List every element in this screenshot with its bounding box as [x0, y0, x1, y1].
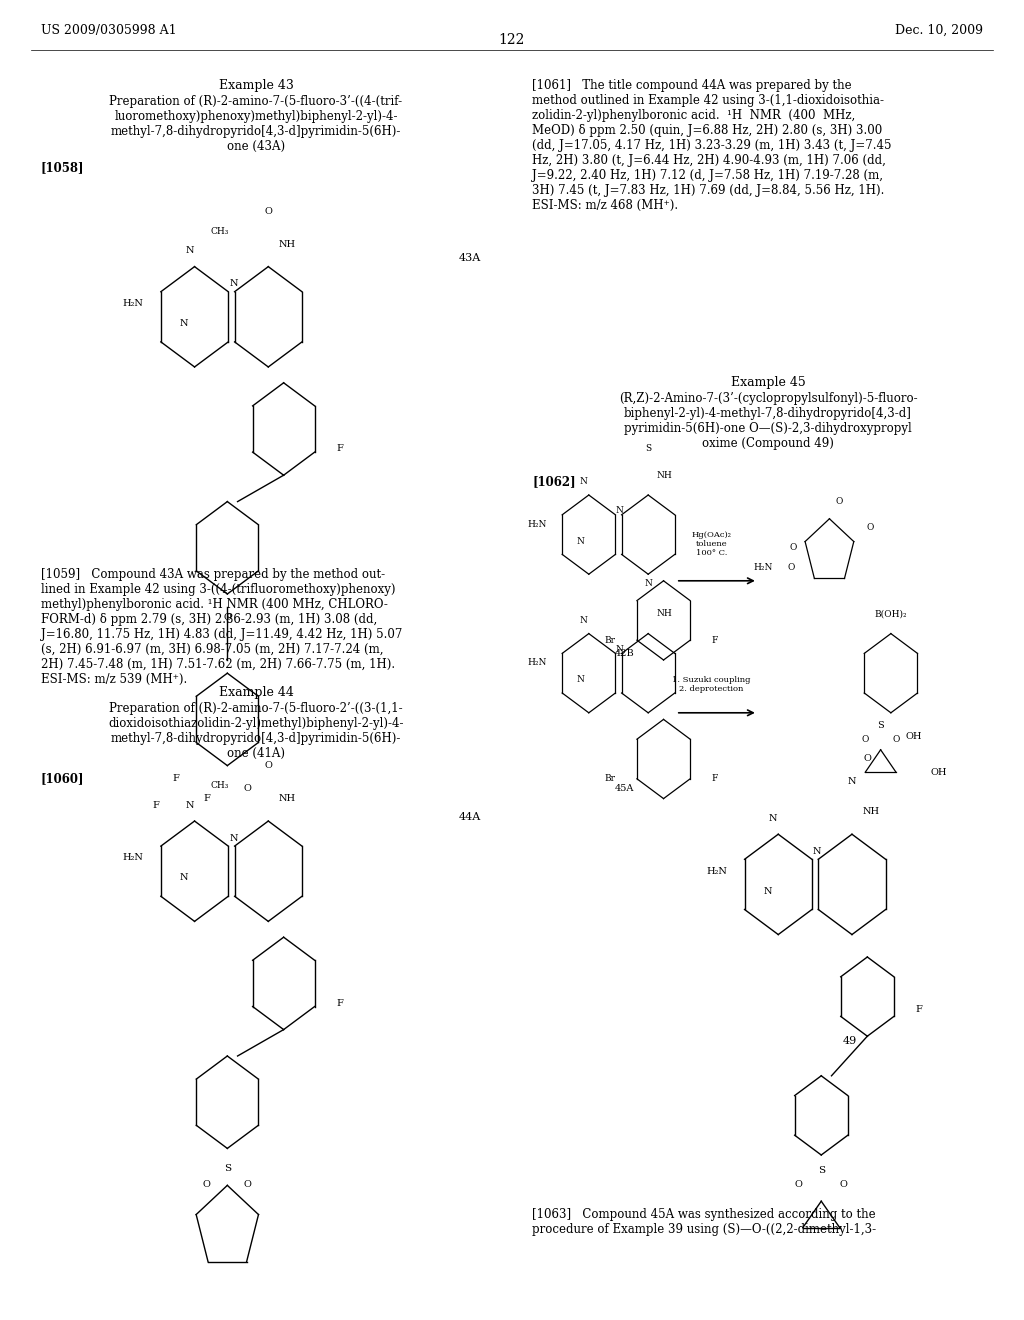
Text: NH: NH	[862, 808, 880, 816]
Text: O: O	[795, 1180, 803, 1188]
Text: CH₃: CH₃	[211, 781, 229, 789]
Text: F: F	[712, 775, 718, 783]
Text: 45A: 45A	[615, 784, 634, 793]
Text: O: O	[836, 498, 844, 506]
Text: F: F	[173, 775, 179, 783]
Text: [1060]: [1060]	[41, 772, 84, 785]
Text: Br: Br	[605, 636, 615, 644]
Text: N: N	[769, 814, 777, 822]
Text: 44A: 44A	[459, 812, 481, 822]
Text: O: O	[244, 1180, 252, 1188]
Text: H₂N: H₂N	[528, 520, 547, 528]
Text: N: N	[185, 801, 194, 809]
Text: 122: 122	[499, 33, 525, 48]
Text: B(OH)₂: B(OH)₂	[874, 610, 907, 618]
Text: N: N	[813, 847, 821, 855]
Text: O: O	[223, 614, 231, 622]
Text: [1061]   The title compound 44A was prepared by the
method outlined in Example 4: [1061] The title compound 44A was prepar…	[532, 79, 892, 213]
Text: N: N	[580, 478, 588, 486]
Text: NH: NH	[656, 610, 672, 618]
Text: OH: OH	[905, 733, 922, 741]
Text: H₂N: H₂N	[754, 564, 772, 572]
Text: N: N	[185, 247, 194, 255]
Text: Dec. 10, 2009: Dec. 10, 2009	[895, 24, 983, 37]
Text: O: O	[861, 735, 869, 743]
Text: N: N	[577, 676, 585, 684]
Text: [1063]   Compound 45A was synthesized according to the
procedure of Example 39 u: [1063] Compound 45A was synthesized acco…	[532, 1208, 877, 1236]
Text: H₂N: H₂N	[707, 867, 727, 875]
Text: 49: 49	[843, 1036, 857, 1047]
Text: F: F	[337, 445, 343, 453]
Text: NH: NH	[279, 795, 296, 803]
Text: N: N	[580, 616, 588, 624]
Text: N: N	[180, 319, 188, 327]
Text: OH: OH	[931, 768, 947, 776]
Text: H₂N: H₂N	[123, 300, 143, 308]
Text: O: O	[892, 735, 900, 743]
Text: S: S	[645, 445, 651, 453]
Text: N: N	[644, 579, 652, 587]
Text: S: S	[224, 1164, 230, 1172]
Text: O: O	[863, 755, 871, 763]
Text: O: O	[866, 524, 874, 532]
Text: O: O	[244, 784, 252, 792]
Text: O: O	[840, 1180, 848, 1188]
Text: Example 43: Example 43	[218, 79, 294, 92]
Text: 43A: 43A	[459, 253, 481, 264]
Text: F: F	[915, 1006, 922, 1014]
Text: Preparation of (R)-2-amino-7-(5-fluoro-2’-((3-(1,1-
dioxidoisothiazolidin-2-yl)m: Preparation of (R)-2-amino-7-(5-fluoro-2…	[109, 702, 403, 760]
Text: N: N	[577, 537, 585, 545]
Text: H₂N: H₂N	[528, 659, 547, 667]
Text: Hg(OAc)₂
toluene
100° C.: Hg(OAc)₂ toluene 100° C.	[691, 531, 732, 557]
Text: NH: NH	[656, 471, 672, 479]
Text: O: O	[264, 207, 272, 215]
Text: [1062]: [1062]	[532, 475, 577, 488]
Text: S: S	[818, 1167, 824, 1175]
Text: F: F	[337, 999, 343, 1007]
Text: N: N	[764, 887, 772, 895]
Text: [1058]: [1058]	[41, 161, 84, 174]
Text: N: N	[180, 874, 188, 882]
Text: 1. Suzuki coupling
2. deprotection: 1. Suzuki coupling 2. deprotection	[673, 676, 751, 693]
Text: O: O	[264, 762, 272, 770]
Text: N: N	[615, 507, 624, 515]
Text: H₂N: H₂N	[123, 854, 143, 862]
Text: Example 44: Example 44	[218, 686, 294, 700]
Text: Example 45: Example 45	[731, 376, 805, 389]
Text: CH₃: CH₃	[211, 227, 229, 235]
Text: N: N	[229, 280, 238, 288]
Text: US 2009/0305998 A1: US 2009/0305998 A1	[41, 24, 176, 37]
Text: F: F	[204, 795, 210, 803]
Text: (R,Z)-2-Amino-7-(3’-(cyclopropylsulfonyl)-5-fluoro-
biphenyl-2-yl)-4-methyl-7,8-: (R,Z)-2-Amino-7-(3’-(cyclopropylsulfonyl…	[618, 392, 918, 450]
Text: N: N	[848, 777, 856, 785]
Text: O: O	[787, 564, 796, 572]
Text: Preparation of (R)-2-amino-7-(5-fluoro-3’-((4-(trif-
luoromethoxy)phenoxy)methyl: Preparation of (R)-2-amino-7-(5-fluoro-3…	[110, 95, 402, 153]
Text: O: O	[203, 1180, 211, 1188]
Text: S: S	[878, 722, 884, 730]
Text: O: O	[790, 544, 798, 552]
Text: Br: Br	[605, 775, 615, 783]
Text: [1059]   Compound 43A was prepared by the method out-
lined in Example 42 using : [1059] Compound 43A was prepared by the …	[41, 568, 402, 685]
Text: NH: NH	[279, 240, 296, 248]
Text: 42B: 42B	[614, 649, 635, 659]
Text: N: N	[229, 834, 238, 842]
Text: N: N	[615, 645, 624, 653]
Text: F: F	[153, 801, 159, 809]
Text: F: F	[712, 636, 718, 644]
